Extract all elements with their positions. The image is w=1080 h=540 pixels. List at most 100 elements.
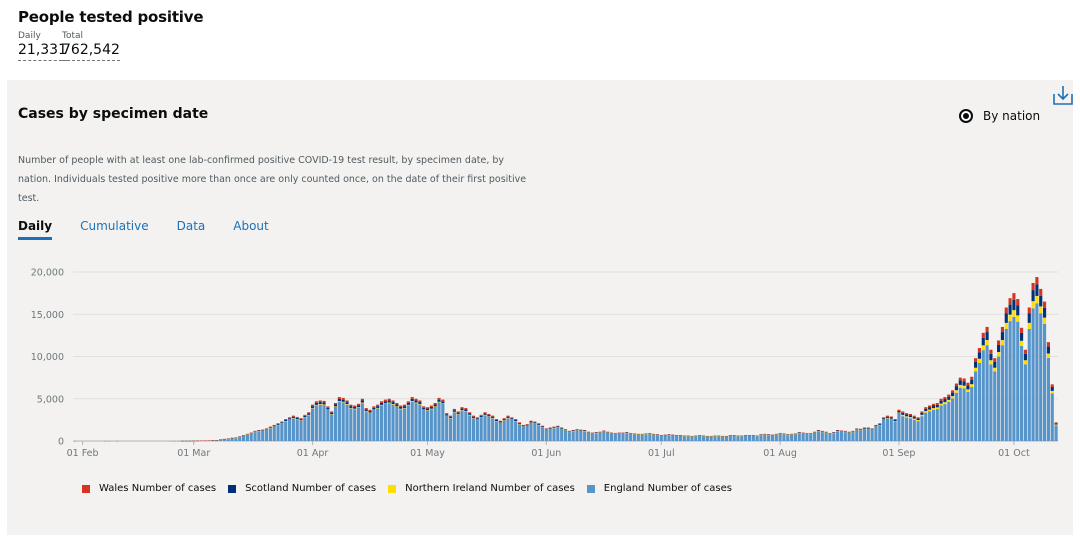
bar-segment bbox=[993, 371, 997, 441]
bar-segment bbox=[303, 414, 307, 416]
bar-segment bbox=[583, 430, 587, 431]
bar-segment bbox=[943, 404, 947, 441]
bar-segment bbox=[406, 405, 410, 441]
bar-segment bbox=[939, 400, 943, 404]
bar-segment bbox=[935, 402, 939, 405]
bar-segment bbox=[1020, 340, 1024, 346]
bar-segment bbox=[602, 430, 606, 432]
total-metric: Total 762,542 bbox=[62, 31, 120, 61]
download-icon[interactable] bbox=[1052, 84, 1074, 106]
bar-segment bbox=[924, 408, 928, 412]
bar-segment bbox=[935, 409, 939, 441]
bar-segment bbox=[529, 421, 533, 423]
bar-segment bbox=[694, 436, 698, 441]
by-nation-label[interactable]: By nation bbox=[983, 109, 1041, 123]
tab-data[interactable]: Data bbox=[176, 219, 206, 233]
bar-segment bbox=[333, 404, 338, 407]
bar-segment bbox=[889, 416, 893, 418]
bar-segment bbox=[548, 428, 552, 441]
bar-segment bbox=[452, 410, 456, 412]
bar-segment bbox=[1000, 332, 1004, 341]
bar-segment bbox=[433, 402, 437, 405]
bar-segment bbox=[261, 430, 265, 441]
bar-segment bbox=[947, 399, 951, 402]
bar-segment bbox=[966, 385, 970, 390]
bar-segment bbox=[931, 409, 936, 441]
bar-segment bbox=[517, 422, 522, 424]
bar-segment bbox=[510, 418, 514, 420]
bar-segment bbox=[287, 419, 292, 441]
bar-segment bbox=[514, 419, 518, 422]
bar-segment bbox=[471, 418, 476, 441]
bar-segment bbox=[502, 420, 506, 441]
bar-segment bbox=[1004, 313, 1008, 323]
bar-segment bbox=[1035, 295, 1039, 304]
bar-segment bbox=[556, 427, 560, 441]
tab-daily[interactable]: Daily bbox=[18, 219, 53, 240]
bar-segment bbox=[406, 404, 410, 406]
by-nation-radio[interactable] bbox=[959, 109, 973, 123]
bar-segment bbox=[383, 401, 387, 404]
bar-segment bbox=[345, 404, 349, 405]
bar-segment bbox=[617, 433, 621, 441]
bar-segment bbox=[560, 428, 564, 441]
bar-segment bbox=[368, 413, 372, 441]
bar-segment bbox=[433, 406, 437, 407]
bar-segment bbox=[962, 378, 966, 382]
x-tick-label: 01 Mar bbox=[177, 448, 210, 459]
bar-segment bbox=[479, 415, 483, 418]
total-value[interactable]: 762,542 bbox=[62, 41, 120, 61]
bar-segment bbox=[364, 411, 368, 441]
bar-segment bbox=[943, 399, 947, 403]
bar-segment bbox=[751, 435, 755, 441]
bar-segment bbox=[533, 423, 537, 441]
bar-segment bbox=[989, 349, 993, 354]
bar-segment bbox=[989, 360, 993, 365]
bar-segment bbox=[395, 404, 399, 407]
bar-segment bbox=[786, 434, 790, 441]
bar-segment bbox=[387, 398, 391, 401]
daily-value[interactable]: 21,331 bbox=[18, 41, 67, 61]
chart-card bbox=[7, 80, 1073, 535]
y-tick-label: 15,000 bbox=[31, 310, 64, 321]
bar-segment bbox=[935, 404, 939, 408]
bar-segment bbox=[897, 413, 901, 441]
bar-segment bbox=[468, 415, 472, 441]
bar-segment bbox=[376, 407, 380, 409]
bar-segment bbox=[847, 432, 851, 441]
bar-segment bbox=[452, 412, 456, 441]
bar-segment bbox=[268, 428, 272, 441]
bar-segment bbox=[326, 407, 330, 410]
bar-segment bbox=[349, 406, 353, 408]
bar-segment bbox=[974, 371, 978, 441]
bar-segment bbox=[1016, 299, 1020, 306]
bar-segment bbox=[556, 426, 560, 428]
bar-segment bbox=[908, 413, 913, 416]
bar-segment bbox=[318, 404, 322, 405]
bar-segment bbox=[839, 431, 844, 441]
bar-segment bbox=[1031, 290, 1035, 302]
tab-about[interactable]: About bbox=[233, 219, 269, 233]
bar-segment bbox=[740, 436, 744, 441]
bar-segment bbox=[905, 413, 909, 415]
bar-segment bbox=[441, 401, 445, 404]
bar-segment bbox=[920, 411, 924, 413]
bar-segment bbox=[552, 428, 556, 441]
bar-segment bbox=[901, 414, 905, 417]
bar-segment bbox=[920, 414, 924, 417]
legend-swatch-wales bbox=[82, 484, 90, 493]
bar-segment bbox=[1023, 349, 1027, 354]
bar-segment bbox=[905, 417, 909, 441]
bar-segment bbox=[349, 404, 353, 407]
bar-segment bbox=[851, 431, 855, 432]
y-tick-label: 5,000 bbox=[37, 394, 64, 405]
bar-segment bbox=[464, 408, 468, 410]
bar-segment bbox=[310, 407, 315, 409]
bar-segment bbox=[479, 414, 483, 416]
bar-segment bbox=[310, 404, 315, 407]
bar-segment bbox=[494, 419, 499, 422]
bar-segment bbox=[828, 433, 832, 441]
tab-cumulative[interactable]: Cumulative bbox=[80, 219, 149, 233]
bar-segment bbox=[437, 401, 441, 403]
bar-segment bbox=[1020, 332, 1024, 341]
